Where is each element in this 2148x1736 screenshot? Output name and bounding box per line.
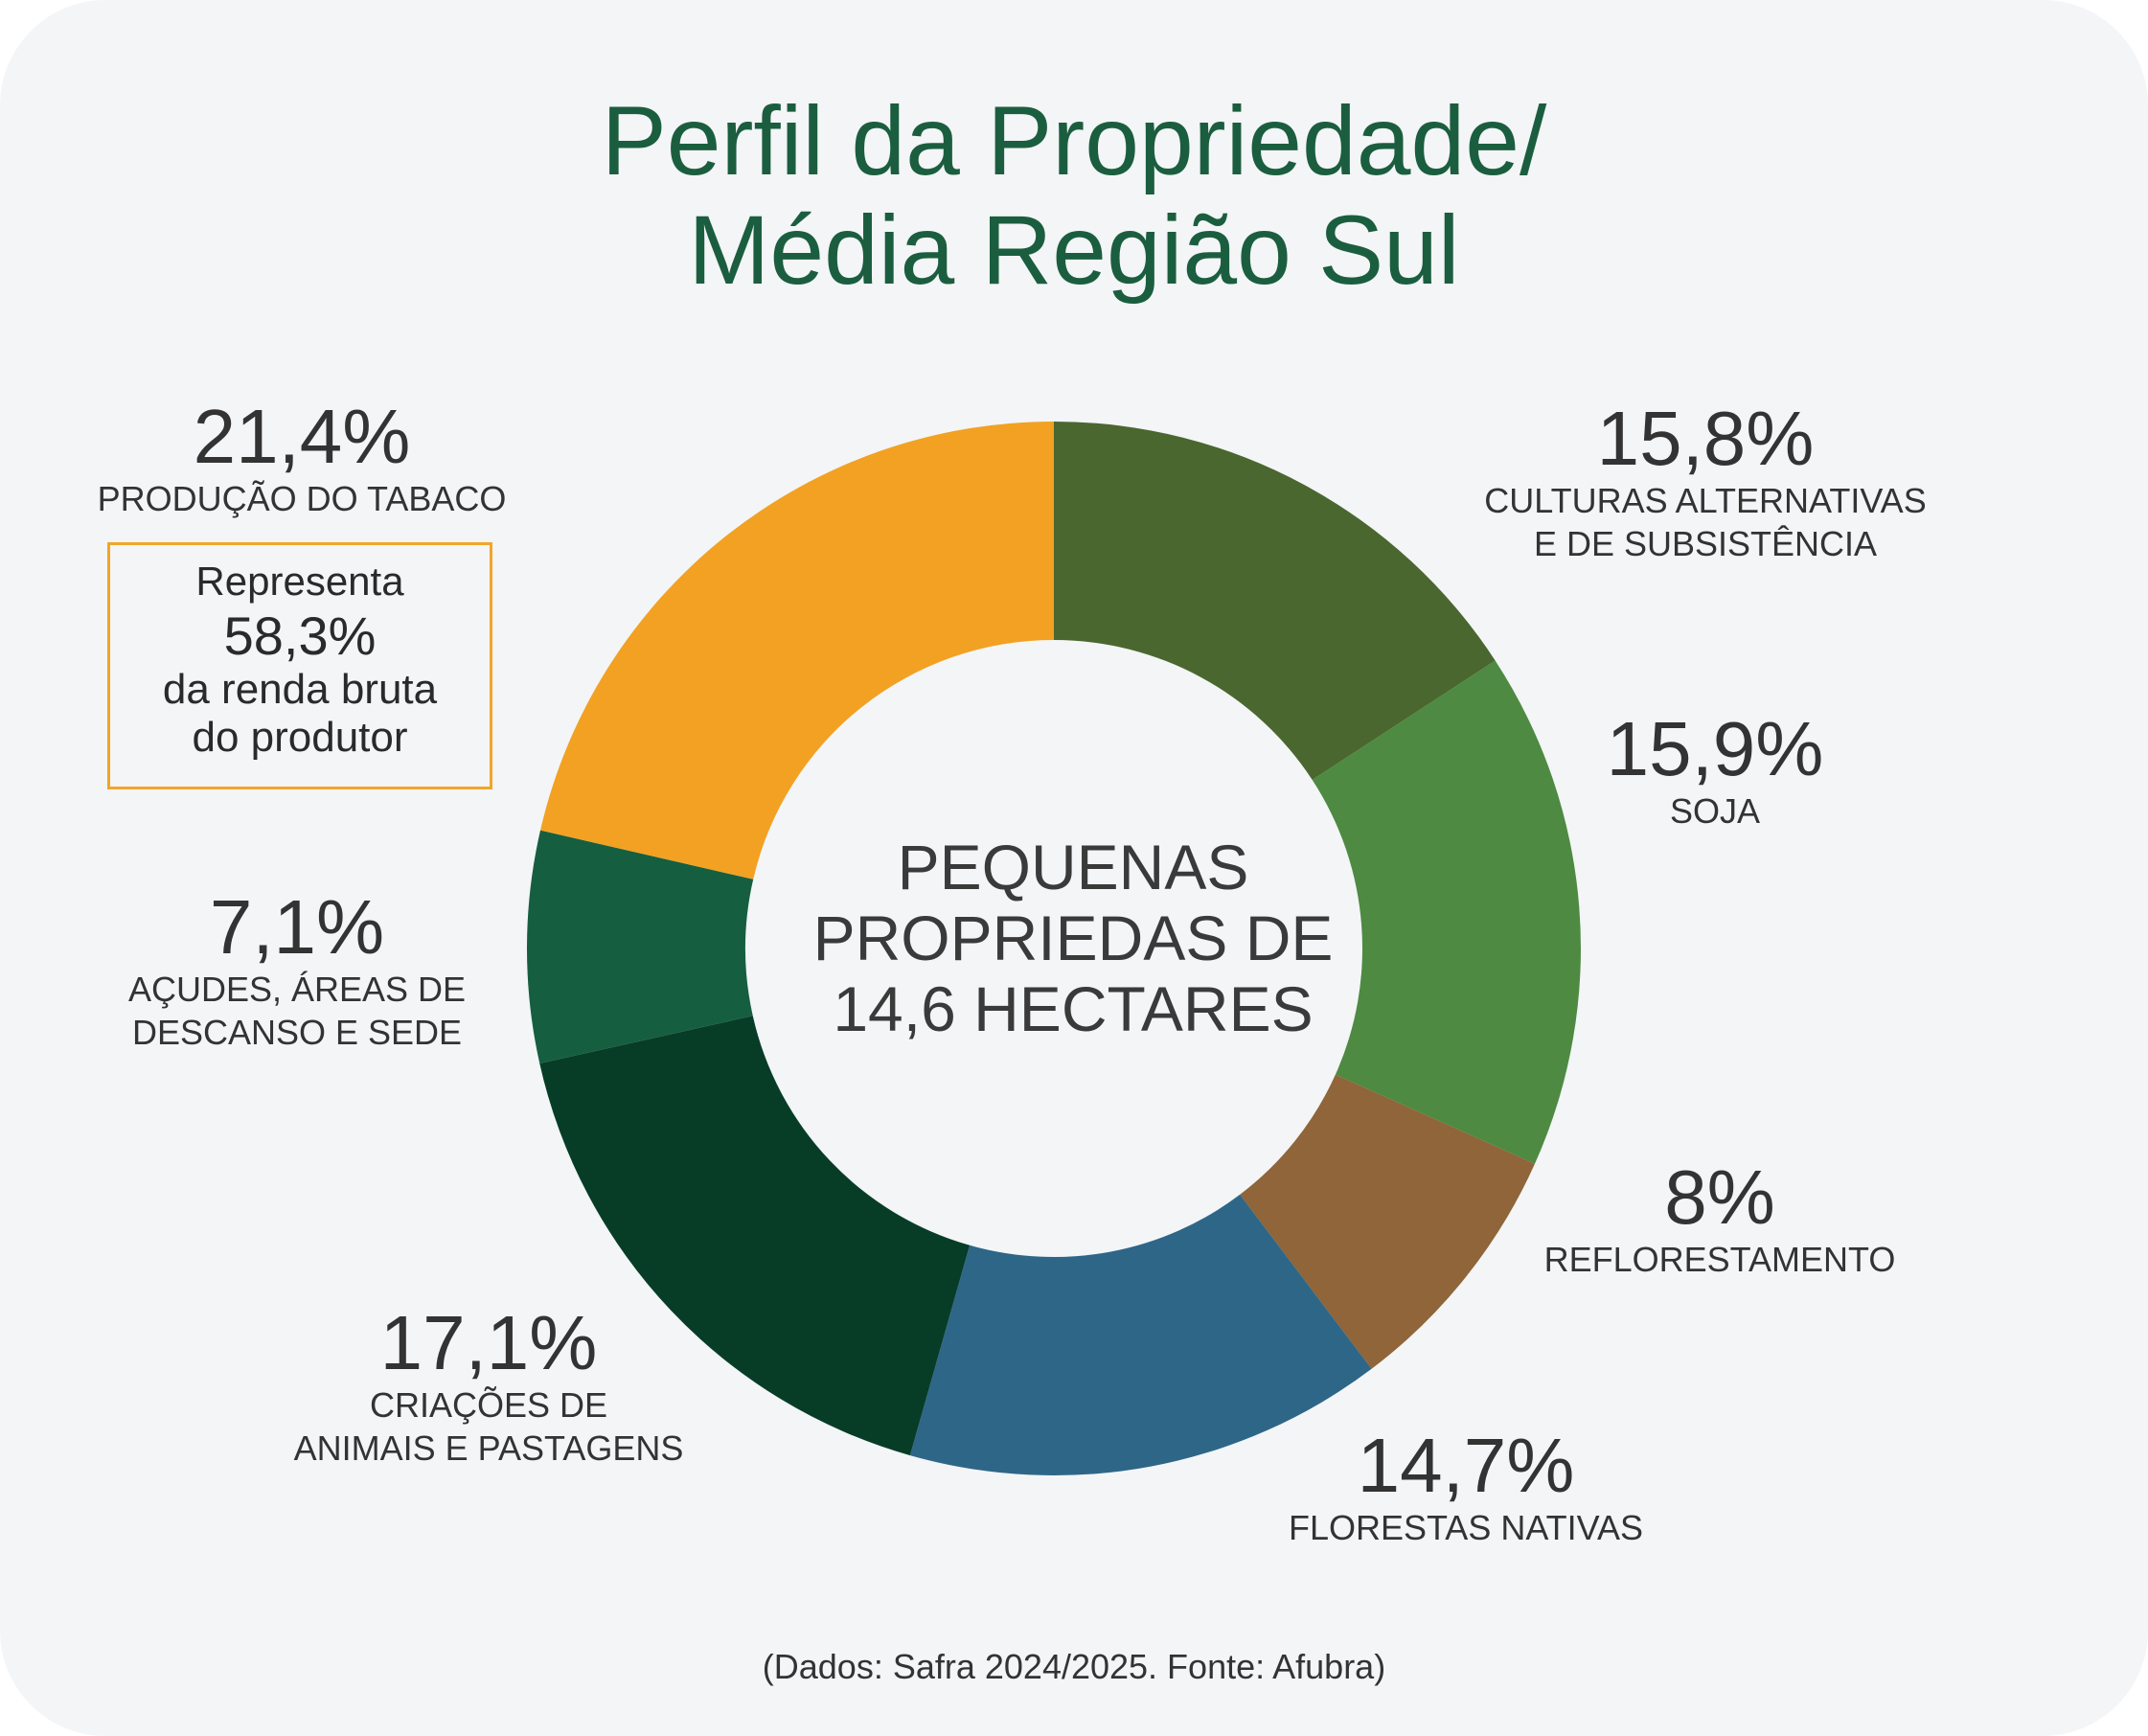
slice-label-acudes: 7,1% AÇUDES, ÁREAS DE DESCANSO E SEDE xyxy=(96,887,498,1054)
callout-line-1: Representa xyxy=(195,559,404,604)
slice-category-label: FLORESTAS NATIVAS xyxy=(1288,1508,1644,1547)
callout-line-3: da renda bruta xyxy=(162,666,438,713)
slice-category-label: ANIMAIS E PASTAGENS xyxy=(293,1428,684,1468)
slice-label-florestas-nativas: 14,7% FLORESTAS NATIVAS xyxy=(1245,1426,1686,1549)
source-note: (Dados: Safra 2024/2025. Fonte: Afubra) xyxy=(762,1647,1386,1686)
donut-slice-2 xyxy=(1240,1074,1535,1369)
slice-category-label: CRIAÇÕES DE xyxy=(369,1385,608,1425)
slice-value-label: 7,1% xyxy=(209,884,385,970)
donut-slice-0 xyxy=(1054,422,1496,781)
donut-slice-6 xyxy=(540,422,1054,879)
slice-label-culturas: 15,8% CULTURAS ALTERNATIVAS E DE SUBSIST… xyxy=(1437,399,1974,565)
center-line-3: 14,6 HECTARES xyxy=(833,973,1314,1044)
title-line-1: Perfil da Propriedade/ xyxy=(601,86,1547,195)
donut-center-label: PEQUENAS PROPRIEDAS DE 14,6 HECTARES xyxy=(786,832,1360,1044)
slice-category-label: CULTURAS ALTERNATIVAS xyxy=(1484,481,1927,520)
slice-value-label: 17,1% xyxy=(379,1300,598,1385)
income-share-callout: Representa 58,3% da renda bruta do produ… xyxy=(107,542,492,789)
slice-value-label: 21,4% xyxy=(193,394,411,479)
slice-label-soja: 15,9% SOJA xyxy=(1523,709,1907,833)
donut-slice-4 xyxy=(539,1016,971,1456)
slice-category-label: SOJA xyxy=(1669,791,1761,831)
slice-category-label: PRODUÇÃO DO TABACO xyxy=(97,479,507,518)
donut-slice-1 xyxy=(1312,660,1581,1164)
chart-title: Perfil da Propriedade/ Média Região Sul xyxy=(0,86,2148,305)
slice-category-label: E DE SUBSISTÊNCIA xyxy=(1533,524,1878,563)
slice-category-label: DESCANSO E SEDE xyxy=(131,1013,463,1052)
callout-line-2: 58,3% xyxy=(223,605,377,666)
donut-slice-3 xyxy=(909,1194,1372,1475)
slice-label-criacoes: 17,1% CRIAÇÕES DE ANIMAIS E PASTAGENS xyxy=(259,1303,719,1470)
center-line-2: PROPRIEDAS DE xyxy=(812,902,1334,973)
slice-category-label: AÇUDES, ÁREAS DE xyxy=(127,970,467,1009)
title-line-2: Média Região Sul xyxy=(688,195,1460,305)
slice-value-label: 15,9% xyxy=(1606,706,1824,791)
slice-value-label: 8% xyxy=(1664,1154,1775,1240)
slice-category-label: REFLORESTAMENTO xyxy=(1543,1240,1896,1279)
donut-slice-5 xyxy=(527,830,754,1063)
slice-label-reflorestamento: 8% REFLORESTAMENTO xyxy=(1495,1157,1945,1281)
slice-value-label: 14,7% xyxy=(1357,1423,1575,1508)
callout-line-4: do produtor xyxy=(192,714,408,761)
slice-value-label: 15,8% xyxy=(1596,396,1815,481)
center-line-1: PEQUENAS xyxy=(897,832,1249,902)
slice-label-tabaco: 21,4% PRODUÇÃO DO TABACO xyxy=(77,397,527,520)
